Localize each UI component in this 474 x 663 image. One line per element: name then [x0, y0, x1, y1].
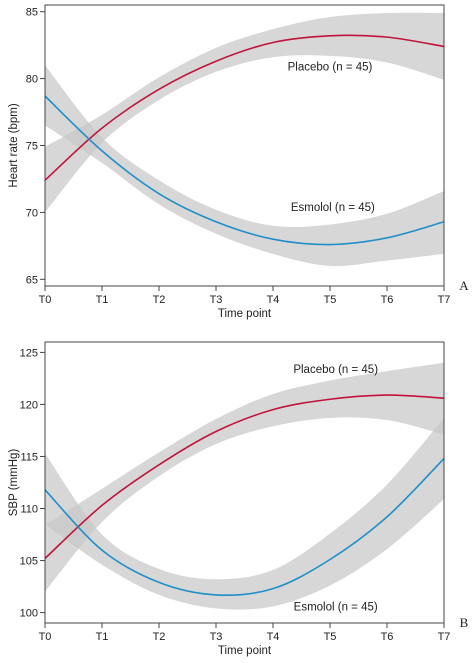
- series-lines: [44, 394, 445, 596]
- series-annotation-placebo: Placebo (n = 45): [288, 62, 373, 74]
- series-lines: [44, 34, 445, 246]
- x-axis-label: Time point: [218, 645, 272, 657]
- y-tick-label: 105: [20, 556, 38, 568]
- series-annotation-esmolol: Esmolol (n = 45): [291, 202, 375, 214]
- x-tick-label: T7: [438, 631, 451, 643]
- panel-label: B: [460, 615, 469, 630]
- series-line-placebo: [44, 394, 445, 560]
- y-axis-label: SBP (mmHg): [8, 449, 20, 517]
- y-tick-label: 110: [20, 504, 38, 516]
- x-tick-label: T3: [210, 294, 223, 306]
- x-tick-label: T6: [381, 294, 394, 306]
- series-annotations: Placebo (n = 45) Esmolol (n = 45): [288, 62, 375, 215]
- x-tick-label: T0: [39, 294, 52, 306]
- confidence-bands: [45, 362, 444, 610]
- confidence-band-placebo: [45, 362, 444, 592]
- x-tick-label: T5: [324, 631, 337, 643]
- x-tick-label: T4: [267, 631, 280, 643]
- x-tick-label: T2: [153, 631, 166, 643]
- x-tick-label: T6: [381, 631, 394, 643]
- confidence-band-esmolol: [45, 65, 444, 267]
- x-tick-label: T3: [210, 631, 223, 643]
- x-tick-label: T0: [39, 631, 52, 643]
- confidence-bands: [45, 12, 444, 267]
- panel-label: A: [459, 278, 469, 293]
- x-tick-label: T4: [267, 294, 280, 306]
- y-tick-label: 100: [20, 608, 38, 620]
- y-tick-label: 120: [20, 399, 38, 411]
- y-axis-ticks: 65 70 75 80 85: [26, 7, 45, 286]
- series-annotations: Placebo (n = 45) Esmolol (n = 45): [293, 364, 378, 613]
- y-tick-label: 80: [26, 74, 38, 86]
- chart-panel-b: 100 105 110 115 120 125 T0 T1 T2 T3 T4 T5 T6 T7 Plac…: [8, 341, 469, 657]
- confidence-band-placebo: [45, 12, 444, 213]
- series-line-esmolol: [44, 95, 445, 246]
- y-tick-label: 115: [20, 451, 38, 463]
- x-tick-label: T1: [96, 294, 109, 306]
- y-axis-ticks: 100 105 110 115 120 125: [20, 347, 45, 620]
- x-tick-label: T7: [438, 294, 451, 306]
- series-line-placebo: [44, 34, 445, 181]
- x-axis-ticks: T0 T1 T2 T3 T4 T5 T6 T7: [39, 623, 451, 643]
- series-annotation-placebo: Placebo (n = 45): [293, 364, 378, 376]
- confidence-band-esmolol: [45, 417, 444, 610]
- y-tick-label: 85: [26, 7, 38, 19]
- y-tick-label: 75: [26, 141, 38, 153]
- y-tick-label: 70: [26, 207, 38, 219]
- x-tick-label: T2: [153, 294, 166, 306]
- y-axis-label: Heart rate (bpm): [8, 103, 20, 188]
- x-axis-label: Time point: [218, 308, 272, 320]
- series-line-esmolol: [44, 458, 445, 596]
- y-tick-label: 125: [20, 347, 38, 359]
- x-tick-label: T1: [96, 631, 109, 643]
- x-tick-label: T5: [324, 294, 337, 306]
- chart-panel-a: 65 70 75 80 85 T0 T1 T2 T3 T4 T5 T6 T7 Placebo (n =…: [8, 4, 469, 320]
- series-annotation-esmolol: Esmolol (n = 45): [294, 602, 378, 614]
- x-axis-ticks: T0 T1 T2 T3 T4 T5 T6 T7: [39, 286, 451, 306]
- y-tick-label: 65: [26, 274, 38, 286]
- plot-area-frame: [44, 341, 445, 624]
